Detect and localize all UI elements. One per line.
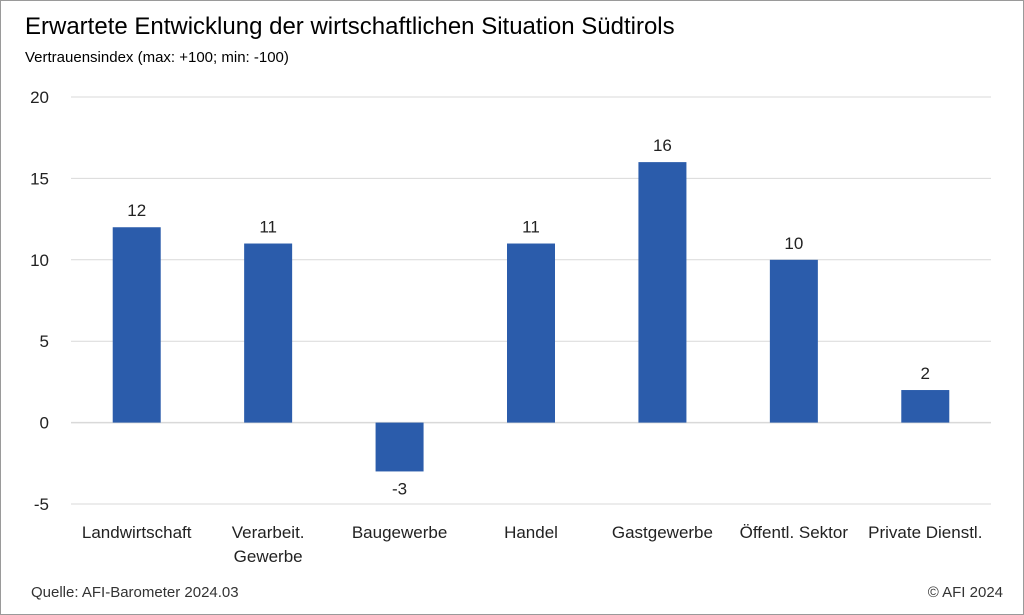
copyright-note: © AFI 2024 bbox=[927, 584, 1003, 601]
y-tick-label: 20 bbox=[30, 88, 49, 107]
source-note: Quelle: AFI-Barometer 2024.03 bbox=[31, 584, 239, 601]
bar bbox=[769, 259, 818, 423]
category-label: Private Dienstl. bbox=[868, 523, 982, 542]
data-label: 16 bbox=[653, 136, 672, 155]
category-label: Baugewerbe bbox=[352, 523, 447, 542]
data-label: 10 bbox=[784, 234, 803, 253]
bar bbox=[112, 227, 161, 423]
bar bbox=[507, 243, 555, 423]
y-tick-label: 0 bbox=[40, 414, 49, 433]
bar bbox=[901, 390, 950, 423]
category-label: Verarbeit. bbox=[232, 523, 305, 542]
chart-subtitle: Vertrauensindex (max: +100; min: -100) bbox=[25, 49, 289, 66]
bar bbox=[638, 162, 687, 423]
data-label: 2 bbox=[921, 364, 930, 383]
category-label: Landwirtschaft bbox=[82, 523, 192, 542]
chart-title: Erwartete Entwicklung der wirtschaftlich… bbox=[25, 13, 675, 40]
data-label: -3 bbox=[392, 479, 407, 498]
category-label: Gastgewerbe bbox=[612, 523, 713, 542]
y-tick-label: 5 bbox=[40, 332, 49, 351]
bar bbox=[244, 243, 293, 423]
category-label: Handel bbox=[504, 523, 558, 542]
y-tick-label: -5 bbox=[34, 495, 49, 514]
category-label: Öffentl. Sektor bbox=[740, 523, 849, 542]
data-label: 11 bbox=[522, 218, 540, 237]
data-label: 12 bbox=[127, 201, 146, 220]
category-label: Gewerbe bbox=[234, 547, 303, 566]
y-tick-label: 15 bbox=[30, 169, 49, 188]
data-label: 11 bbox=[259, 218, 277, 237]
x-axis: Landwirtschaft Verarbeit. Gewerbe Baugewerb… bbox=[82, 523, 983, 566]
data-labels: 12 11 -3 11 16 10 2 bbox=[127, 136, 930, 498]
bars bbox=[112, 162, 950, 472]
bar bbox=[375, 422, 424, 472]
y-tick-label: 10 bbox=[30, 251, 49, 270]
y-axis: 20 15 10 5 0 -5 bbox=[30, 88, 991, 514]
